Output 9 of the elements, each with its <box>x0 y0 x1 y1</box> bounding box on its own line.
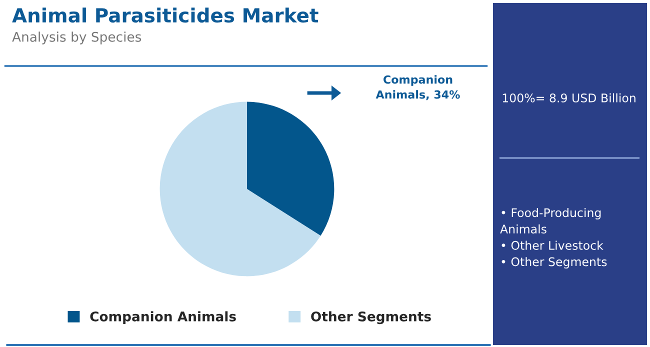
data-label: Companion Animals, 34% <box>376 75 460 100</box>
legend-label: Other Segments <box>311 311 431 324</box>
pie-slice <box>247 102 334 236</box>
text: • Food-Producing Animals • Other Livestock • Other Segments <box>500 208 607 269</box>
legend-label: Companion Animals <box>90 311 236 324</box>
chart-title: Animal Parasiticides Market <box>12 8 318 23</box>
text: 100%= 8.9 USD Billion <box>502 93 636 102</box>
pie-slice <box>160 102 321 276</box>
chart-subtitle: Analysis by Species <box>12 32 142 44</box>
